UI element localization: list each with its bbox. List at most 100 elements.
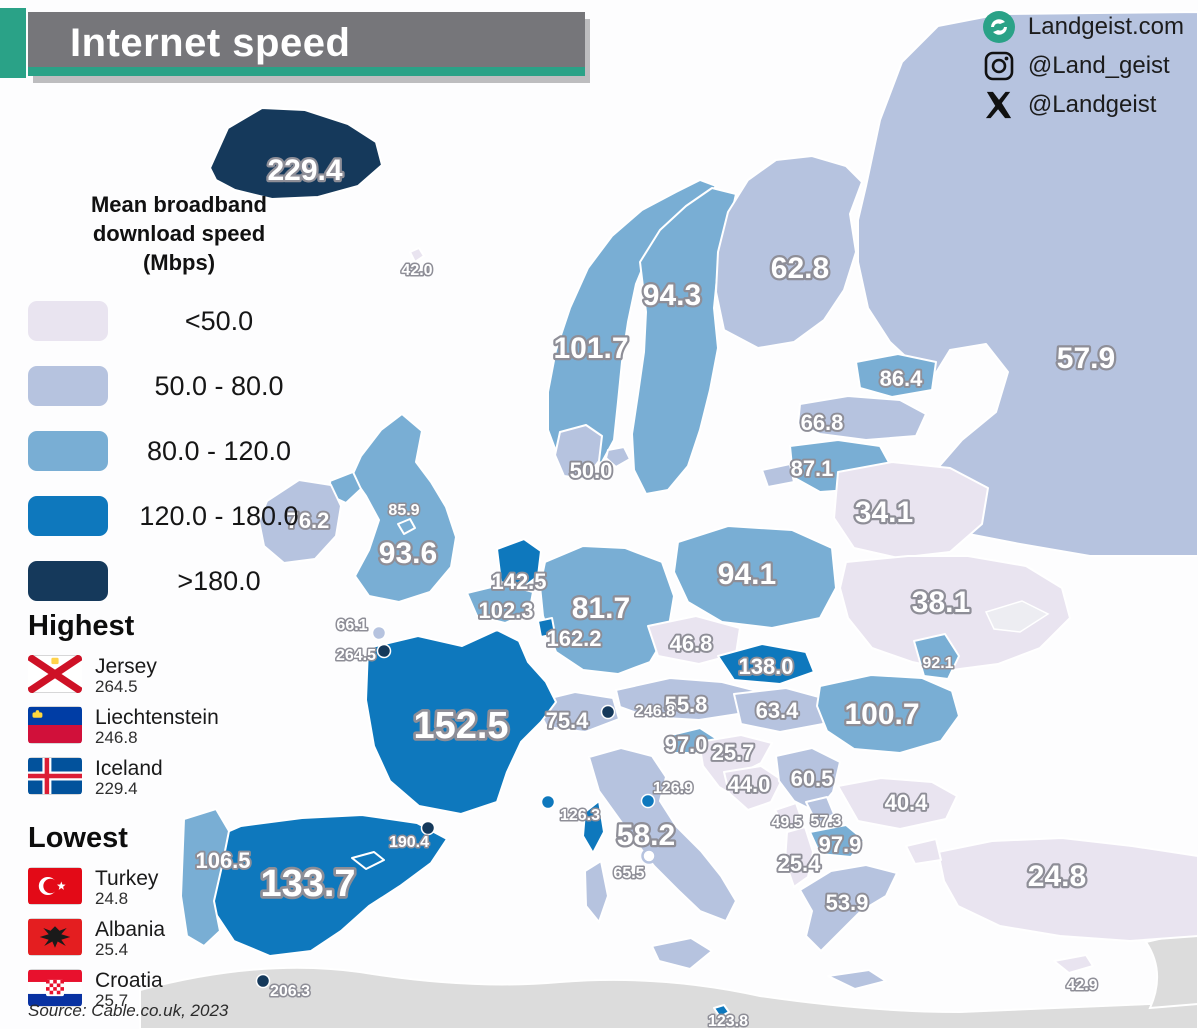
- highest-heading: Highest: [28, 610, 135, 642]
- country-shape-finland: [715, 155, 863, 349]
- country-value: 246.8: [95, 727, 138, 747]
- non-data-lands: [139, 928, 1198, 1029]
- lowest-entry: Turkey 24.8: [28, 867, 298, 909]
- country-shape-belarus: [833, 461, 989, 559]
- country-shape-north-macedonia: [809, 824, 865, 858]
- value-label-albania: 25.4: [778, 851, 822, 876]
- country-shape-sicily: [651, 937, 713, 970]
- country-shape-belgium: [466, 583, 534, 624]
- marker-liechtenstein: [600, 704, 616, 720]
- x-row: @Landgeist: [982, 88, 1184, 122]
- country-name: Albania: [95, 918, 166, 942]
- country-shape-slovakia: [717, 643, 815, 685]
- country-shape-portugal: [180, 808, 230, 947]
- highest-group: Highest Jersey 264.5 Liechtenstein 246.8 I…: [28, 610, 298, 798]
- value-label-ukraine: 38.1: [912, 586, 970, 619]
- country-shape-estonia: [855, 353, 937, 398]
- country-shape-balearics: [351, 851, 385, 870]
- country-value: 264.5: [95, 677, 138, 697]
- value-label-serbia: 60.5: [791, 766, 834, 791]
- legend-swatch-under-50: [28, 301, 108, 342]
- country-shape-luxembourg: [537, 617, 556, 638]
- country-name: Turkey: [95, 867, 159, 891]
- legend-row: 80.0 - 120.0: [28, 431, 330, 472]
- lowest-entry: Albania 25.4: [28, 918, 298, 960]
- value-label-north-macedonia: 97.9: [819, 832, 862, 857]
- crimea-shape: [984, 600, 1050, 633]
- value-label-sweden: 94.3: [643, 279, 701, 312]
- x-handle: @Landgeist: [1027, 91, 1157, 118]
- website-row: Landgeist.com: [982, 10, 1184, 44]
- turkey-flag: [28, 867, 82, 905]
- country-shape-poland: [673, 525, 837, 629]
- legend-label: 50.0 - 80.0: [154, 370, 284, 401]
- country-shape-denmark: [554, 424, 603, 480]
- legend-label: 120.0 - 180.0: [139, 500, 299, 531]
- highest-entry: Jersey 264.5: [28, 655, 298, 697]
- africa-landmass: [139, 966, 1198, 1029]
- country-value: 25.7: [95, 991, 129, 1010]
- instagram-row: @Land_geist: [982, 49, 1184, 83]
- value-label-estonia: 86.4: [880, 366, 924, 391]
- value-label-portugal: 106.5: [195, 848, 250, 873]
- value-label-netherlands: 142.5: [491, 569, 546, 594]
- value-label-san-marino: 126.9: [653, 780, 693, 797]
- value-label-bulgaria: 40.4: [885, 790, 929, 815]
- value-label-bosnia-herzegovina: 44.0: [728, 772, 771, 797]
- website-label: Landgeist.com: [1027, 13, 1184, 40]
- country-shape-isle-of-man: [397, 518, 416, 535]
- country-shape-albania: [784, 826, 814, 888]
- value-label-monaco: 126.3: [560, 807, 600, 824]
- value-label-luxembourg: 162.2: [546, 626, 601, 651]
- value-label-italy: 58.2: [617, 819, 675, 852]
- value-label-latvia: 66.8: [801, 410, 844, 435]
- marker-san-marino: [640, 793, 656, 809]
- lowest-entry: Croatia 25.7: [28, 969, 298, 1011]
- value-label-czechia: 46.8: [670, 631, 713, 656]
- legend-row: <50.0: [28, 301, 330, 342]
- legend-row: 120.0 - 180.0: [28, 496, 330, 537]
- legend-swatch-50-80: [28, 366, 108, 407]
- legend-label: <50.0: [184, 305, 254, 336]
- marker-andorra: [420, 820, 436, 836]
- country-shape-great-britain: [351, 413, 457, 603]
- lowest-group: Lowest Turkey 24.8 Albania 25.4 Croatia 25.…: [28, 822, 298, 1010]
- iceland-flag: [28, 757, 82, 795]
- marker-jersey: [376, 643, 392, 659]
- value-label-montenegro: 49.5: [771, 814, 802, 831]
- value-label-liechtenstein: 246.8: [635, 703, 675, 720]
- country-shape-latvia: [797, 395, 927, 441]
- value-label-spain: 133.7: [260, 863, 355, 905]
- country-value: 24.8: [95, 889, 129, 909]
- value-label-russia: 57.9: [1057, 342, 1115, 375]
- value-label-lithuania: 87.1: [791, 456, 834, 481]
- country-shape-moldova: [913, 633, 960, 680]
- country-shape-italy: [588, 747, 737, 922]
- country-shape-bosnia: [723, 765, 783, 811]
- legend-swatch-80-120: [28, 431, 108, 472]
- legend-swatch-over-180: [28, 561, 108, 602]
- value-label-france: 152.5: [413, 705, 508, 747]
- value-label-isle-of-man: 85.9: [388, 502, 419, 519]
- value-label-finland: 62.8: [771, 252, 829, 285]
- marker-vatican-city: [641, 848, 657, 864]
- highest-entry: Liechtenstein 246.8: [28, 706, 298, 748]
- country-shape-faroe: [409, 247, 425, 263]
- banner-accent-bar: [0, 8, 26, 78]
- value-label-iceland: 229.4: [267, 154, 342, 187]
- croatia-flag: [28, 969, 82, 1007]
- country-shape-sardinia: [584, 860, 609, 923]
- map-legend: Mean broadband download speed (Mbps) <50…: [28, 190, 330, 626]
- value-label-austria: 55.8: [665, 692, 708, 717]
- x-icon: [982, 88, 1016, 122]
- country-shape-netherlands: [496, 538, 542, 590]
- value-labels: 229.4 42.0 101.7 94.3 62.8 57.9 86.4 66.8 87.1 34…: [194, 152, 1118, 1029]
- marker-gibraltar: [255, 973, 271, 989]
- legend-row: 50.0 - 80.0: [28, 366, 330, 407]
- value-label-gibraltar: 206.3: [270, 983, 310, 1000]
- country-name: Iceland: [95, 756, 163, 780]
- value-label-ireland: 76.2: [287, 508, 330, 533]
- country-shape-spain: [194, 814, 448, 957]
- jersey-flag: [28, 655, 82, 693]
